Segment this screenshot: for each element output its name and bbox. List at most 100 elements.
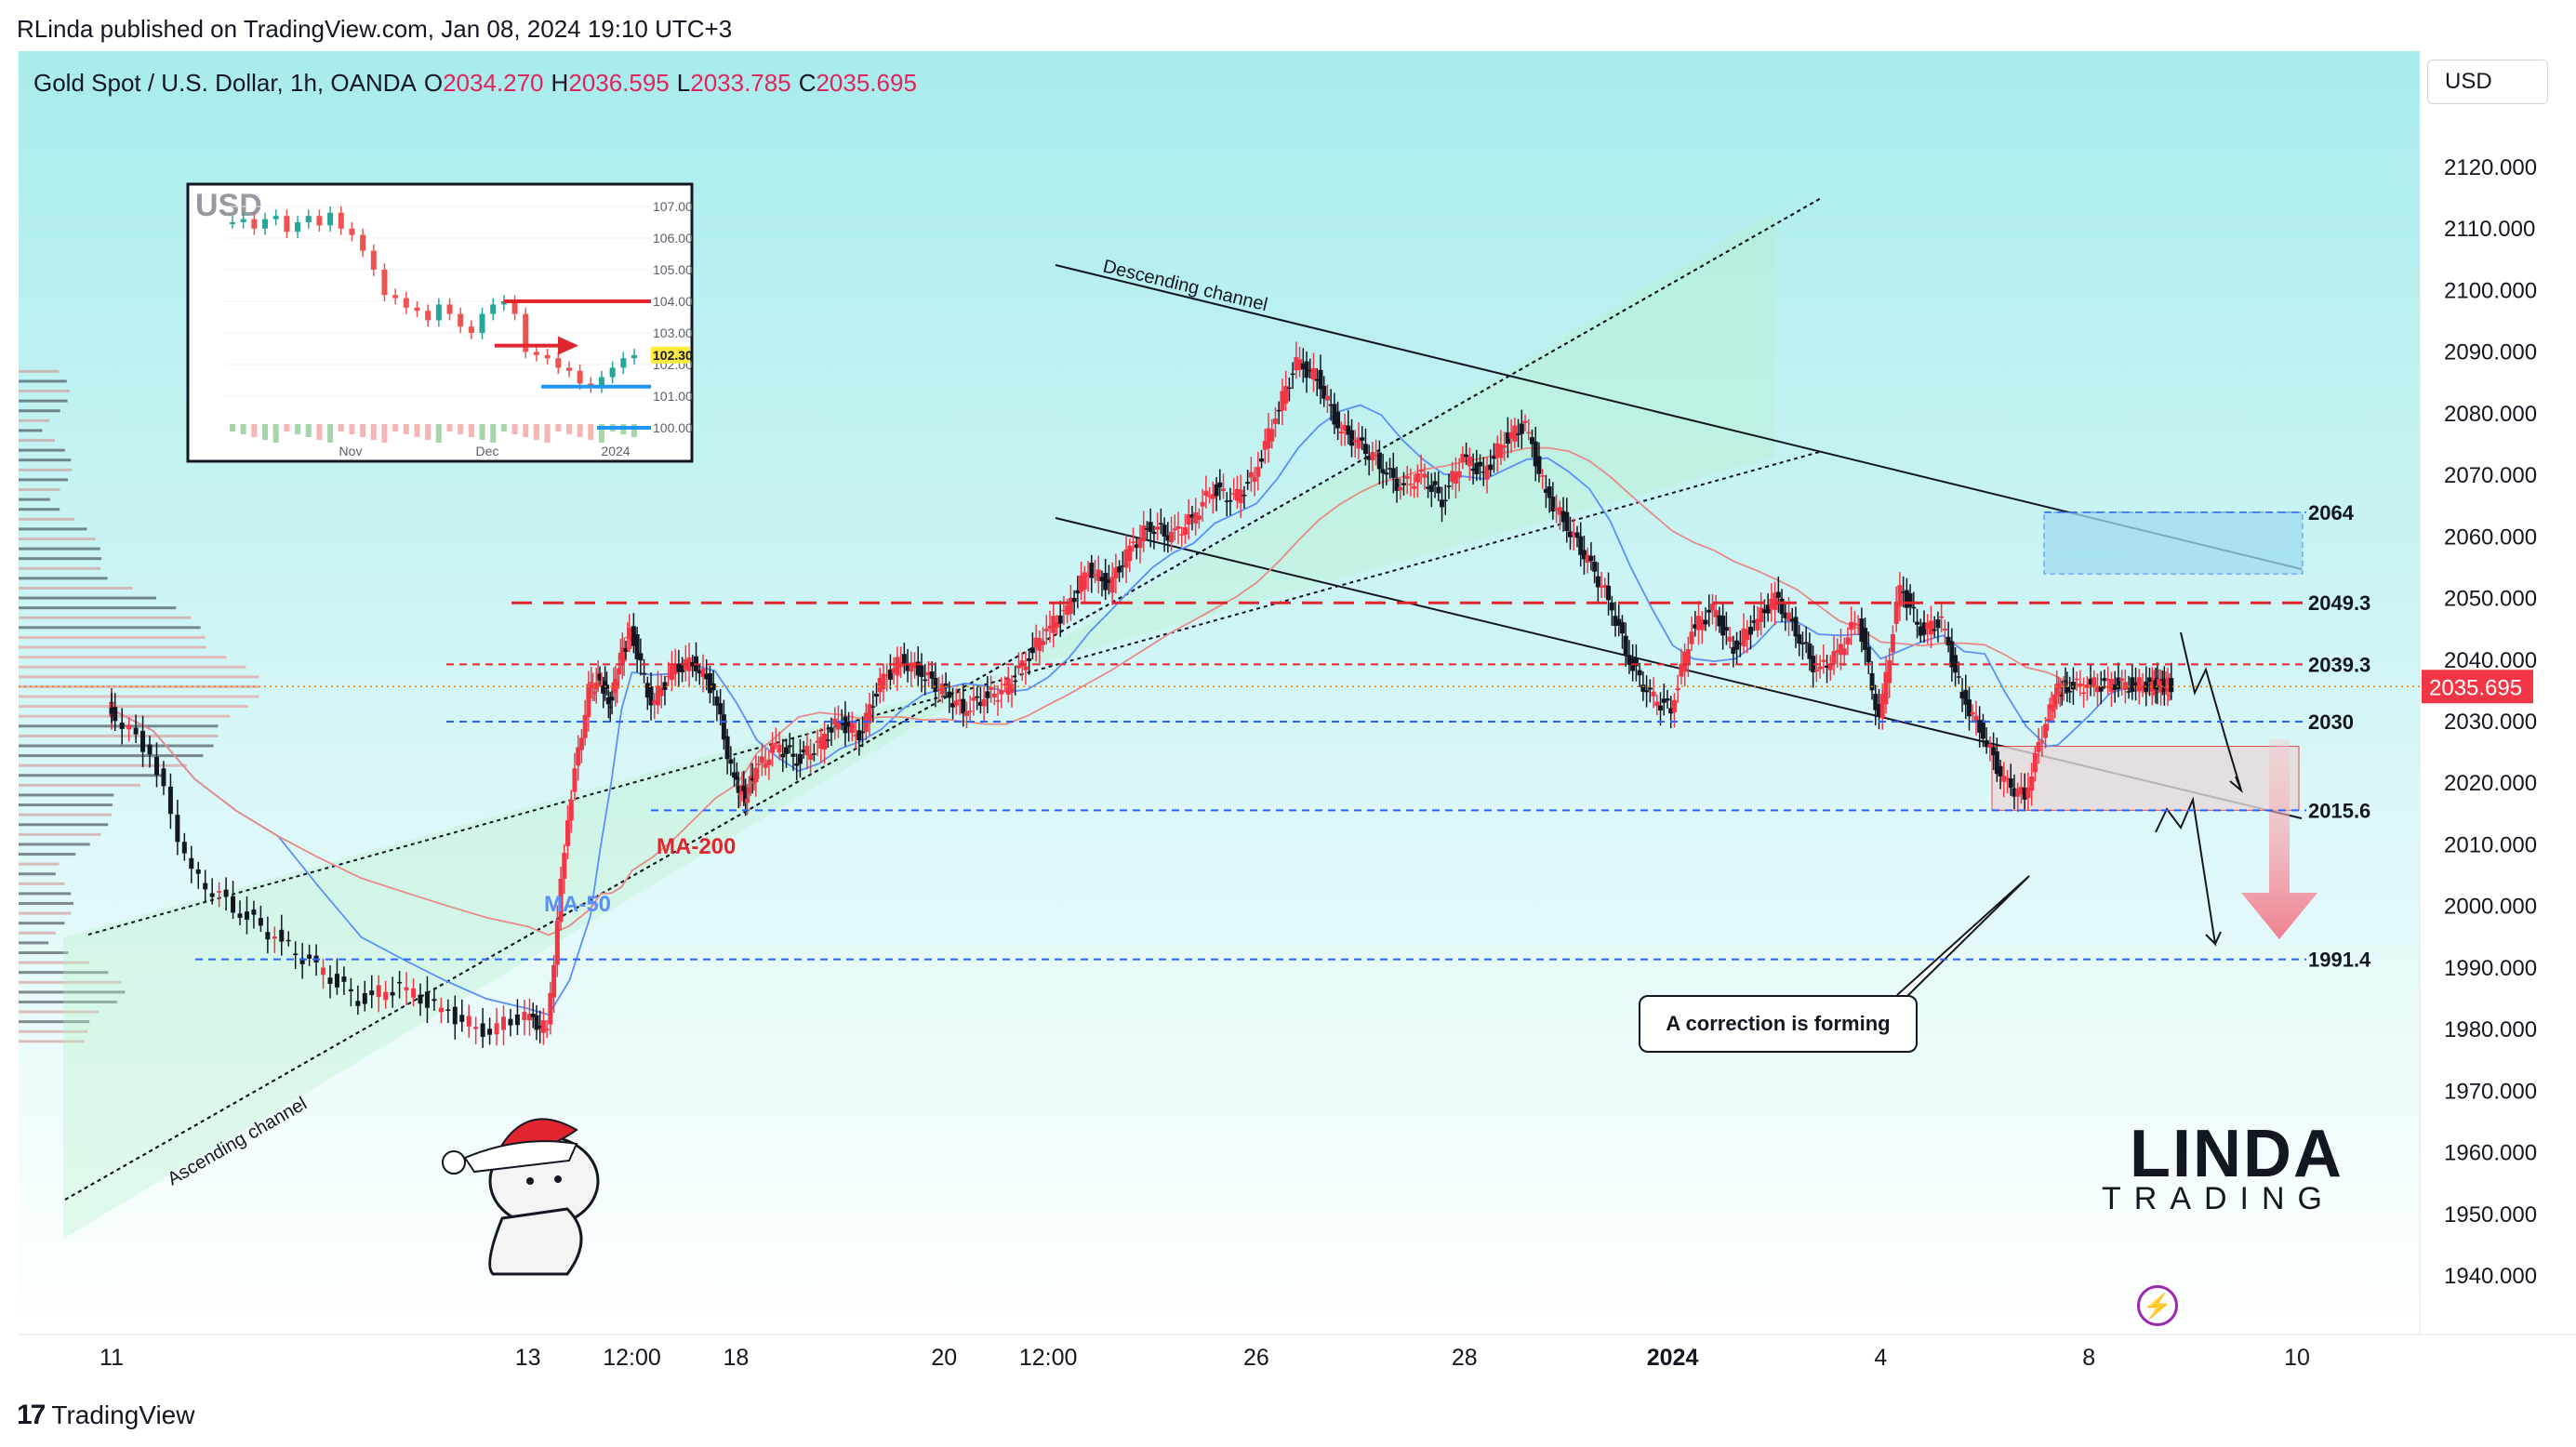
y-tick-label: 1940.000 (2444, 1264, 2537, 1289)
candle-body (1148, 522, 1153, 532)
santa-hat-pompom (442, 1150, 466, 1175)
inset-candle-body (511, 301, 518, 314)
candle-body (870, 706, 876, 708)
close-label: C (798, 69, 817, 97)
symbol-name: Gold Spot / U.S. Dollar, 1h, OANDA (33, 69, 417, 97)
candle-body (2133, 682, 2139, 686)
candle-body (1494, 443, 1500, 458)
candle-body (2098, 685, 2104, 692)
inset-candle-body (305, 216, 312, 222)
inset-volume-bar (338, 424, 344, 431)
candle-body (1262, 441, 1268, 450)
inset-candle-body (435, 304, 442, 321)
candle-body (1224, 500, 1229, 502)
candle-body (884, 674, 890, 677)
x-tick-label: 26 (1243, 1345, 1269, 1371)
candle-body (1727, 636, 1733, 642)
candle-body (784, 747, 790, 754)
candle-body (1661, 698, 1666, 703)
volume-profile-bar (19, 606, 177, 610)
candle-body (1300, 363, 1306, 370)
candle-body (383, 991, 389, 1001)
candle-body (1869, 672, 1875, 691)
candle-body (1478, 461, 1483, 467)
volume-profile-bar (19, 1040, 85, 1043)
volume-profile-bar (19, 853, 76, 856)
candle-body (2074, 678, 2079, 681)
volume-profile-bar (19, 980, 122, 984)
candle-body (1041, 642, 1046, 645)
candle-body (881, 673, 886, 690)
candle-body (815, 740, 820, 743)
candle-body (397, 981, 403, 984)
currency-button[interactable]: USD (2427, 60, 2548, 104)
candle-body (1352, 440, 1358, 443)
candle-body (1602, 585, 1608, 588)
candle-body (1217, 482, 1223, 487)
volume-profile-bar (19, 429, 43, 432)
inset-candle-body (284, 216, 290, 232)
candle-body (1987, 744, 1993, 749)
candle-body (1266, 428, 1271, 449)
candle-body (1633, 658, 1639, 667)
candle-body (1342, 424, 1348, 431)
inset-candle-body (468, 326, 474, 333)
tradingview-brand[interactable]: 17 TradingView (17, 1400, 194, 1431)
candle-body (1761, 609, 1767, 614)
candle-body (1953, 655, 1959, 673)
candle-body (1380, 469, 1386, 473)
candle-body (1037, 638, 1042, 651)
candle-body (1599, 586, 1604, 589)
candle-body (1918, 626, 1923, 636)
candle-body (2018, 787, 2024, 795)
candle-body (1817, 666, 1823, 670)
candle-body (1741, 628, 1746, 647)
candle-body (223, 889, 229, 897)
candle-body (656, 685, 660, 706)
candle-body (1991, 747, 1997, 756)
inset-volume-bar (414, 424, 420, 437)
candle-body (1193, 511, 1199, 524)
candle-body (1637, 670, 1642, 676)
inset-volume-bar (511, 424, 518, 434)
symbol-legend[interactable]: Gold Spot / U.S. Dollar, 1h, OANDA O2034… (33, 69, 917, 98)
inset-candle-body (349, 228, 355, 235)
candle-body (1581, 550, 1587, 560)
candle-body (1859, 618, 1865, 643)
candle-body (1887, 659, 1892, 684)
y-tick-label: 1980.000 (2444, 1017, 2537, 1042)
lightning-icon[interactable]: ⚡ (2137, 1285, 2178, 1326)
candle-body (1061, 609, 1067, 612)
candle-body (1314, 378, 1320, 381)
inset-volume-bar (305, 424, 312, 437)
volume-profile-bar (19, 843, 90, 846)
x-tick-label: 2024 (1647, 1345, 1699, 1371)
candle-body (1879, 694, 1885, 719)
candle-body (1189, 514, 1195, 518)
candle-body (2065, 686, 2070, 693)
candle-body (895, 657, 900, 676)
candle-body (565, 820, 571, 846)
candle-body (1388, 468, 1393, 470)
candle-body (1877, 704, 1882, 717)
candle-body (985, 691, 990, 698)
candle-body (607, 706, 613, 709)
volume-profile-bar (19, 950, 69, 954)
candle-body (153, 756, 159, 776)
candle-body (1522, 420, 1528, 423)
candle-body (1023, 666, 1029, 670)
candle-body (797, 753, 803, 764)
level-label: 1991.4 (2308, 949, 2371, 972)
inset-volume-bar (295, 424, 301, 434)
candle-body (538, 1026, 543, 1029)
candle-body (2056, 683, 2062, 689)
price-levels: 2064 2049.3 2039.3 2030 2015.6 1991.4 2035.695 (19, 501, 2533, 972)
candle-body (534, 1015, 539, 1030)
low-value: 2033.785 (690, 69, 791, 97)
candle-body (307, 954, 312, 959)
inset-y-tick: 107.00 (653, 199, 693, 214)
candle-body (599, 684, 604, 686)
candle-body (1065, 604, 1070, 616)
volume-profile-bar (19, 971, 109, 975)
